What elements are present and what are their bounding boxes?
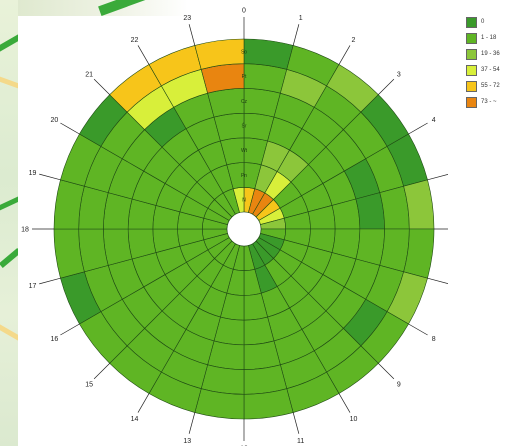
legend-swatch	[466, 16, 477, 28]
sector-label: 10	[350, 416, 358, 423]
sector-label: 18	[21, 227, 29, 234]
heatmap-cell	[200, 364, 245, 395]
legend-item: 55 - 72	[466, 78, 500, 94]
sector-label: 22	[131, 37, 139, 44]
sector-spoke	[188, 412, 196, 434]
sector-spoke	[338, 45, 351, 65]
map-road	[0, 247, 18, 269]
sector-label: 17	[29, 283, 37, 290]
legend-swatch	[466, 80, 477, 92]
sector-label: 2	[352, 37, 356, 44]
sector-spoke	[137, 45, 150, 65]
sector-spoke	[408, 122, 428, 135]
sector-label: 13	[183, 438, 191, 445]
heatmap-cell	[379, 185, 410, 230]
legend-item: 0	[466, 14, 500, 30]
heatmap-cell	[78, 228, 109, 273]
legend-swatch	[466, 48, 477, 60]
sector-label: 3	[397, 72, 401, 79]
legend-label: 73 - ~	[481, 99, 497, 105]
sector-spoke	[292, 24, 300, 46]
heatmap-cell	[200, 63, 245, 94]
legend-swatch	[466, 64, 477, 76]
sector-spoke	[427, 173, 448, 181]
sector-spoke	[188, 24, 196, 46]
map-road	[0, 75, 18, 90]
sector-spoke	[378, 363, 395, 380]
legend-swatch	[466, 32, 477, 44]
sector-label: 0	[242, 8, 246, 15]
center-hole	[226, 211, 262, 247]
heatmap-cell	[355, 192, 385, 230]
sector-spoke	[93, 78, 110, 95]
legend-item: 1 - 18	[466, 30, 500, 46]
sector-spoke	[378, 78, 395, 95]
heatmap-cell	[243, 63, 288, 94]
sector-spoke	[408, 323, 428, 336]
sector-label: 14	[131, 416, 139, 423]
legend-swatch	[466, 96, 477, 108]
sector-spoke	[39, 173, 61, 181]
ring-label: N	[242, 198, 246, 204]
ring-label: Cz	[241, 99, 248, 105]
ring-label: Pt	[242, 74, 247, 80]
sector-label: 16	[50, 336, 58, 343]
legend-item: 19 - 36	[466, 46, 500, 62]
sector-spoke	[292, 412, 300, 434]
ring-label: Pn	[241, 173, 247, 179]
sector-label: 21	[85, 72, 93, 79]
legend-label: 55 - 72	[481, 83, 500, 89]
sector-spoke	[137, 393, 150, 413]
ring-label: Wt	[241, 148, 248, 154]
map-road	[0, 323, 18, 342]
sector-spoke	[427, 277, 448, 285]
sector-label: 11	[297, 438, 304, 445]
map-road	[0, 32, 18, 54]
heatmap-cell	[103, 228, 133, 266]
sector-label: 19	[29, 170, 37, 177]
sector-label: 1	[299, 15, 303, 22]
map-road	[0, 193, 18, 212]
sector-label: 4	[432, 117, 436, 124]
ring-label: So	[241, 49, 247, 55]
polar-heatmap-chart: 01234567891011121314151617181920212223NP…	[21, 8, 448, 446]
sector-label: 9	[397, 381, 401, 388]
sector-spoke	[60, 323, 80, 336]
heatmap-cell	[78, 185, 109, 230]
legend: 0 1 - 18 19 - 36 37 - 54 55 - 72 73 - ~	[466, 14, 500, 110]
legend-item: 37 - 54	[466, 62, 500, 78]
heatmap-cell	[207, 88, 245, 118]
heatmap-cell	[243, 340, 281, 370]
legend-label: 0	[481, 19, 485, 25]
heatmap-cell	[379, 228, 410, 273]
sector-spoke	[60, 122, 80, 135]
legend-label: 37 - 54	[481, 67, 500, 73]
ring-label: Śr	[242, 122, 247, 130]
legend-label: 1 - 18	[481, 35, 497, 41]
sector-label: 23	[183, 15, 191, 22]
sector-label: 8	[432, 336, 436, 343]
map-background	[0, 0, 18, 446]
sector-label: 20	[50, 117, 58, 124]
heatmap-cell	[243, 364, 288, 395]
legend-label: 19 - 36	[481, 51, 500, 57]
sector-spoke	[338, 393, 351, 413]
sector-spoke	[93, 363, 110, 380]
sector-label: 15	[85, 381, 93, 388]
map-background-top	[18, 0, 188, 16]
legend-item: 73 - ~	[466, 94, 500, 110]
sector-spoke	[39, 277, 61, 285]
